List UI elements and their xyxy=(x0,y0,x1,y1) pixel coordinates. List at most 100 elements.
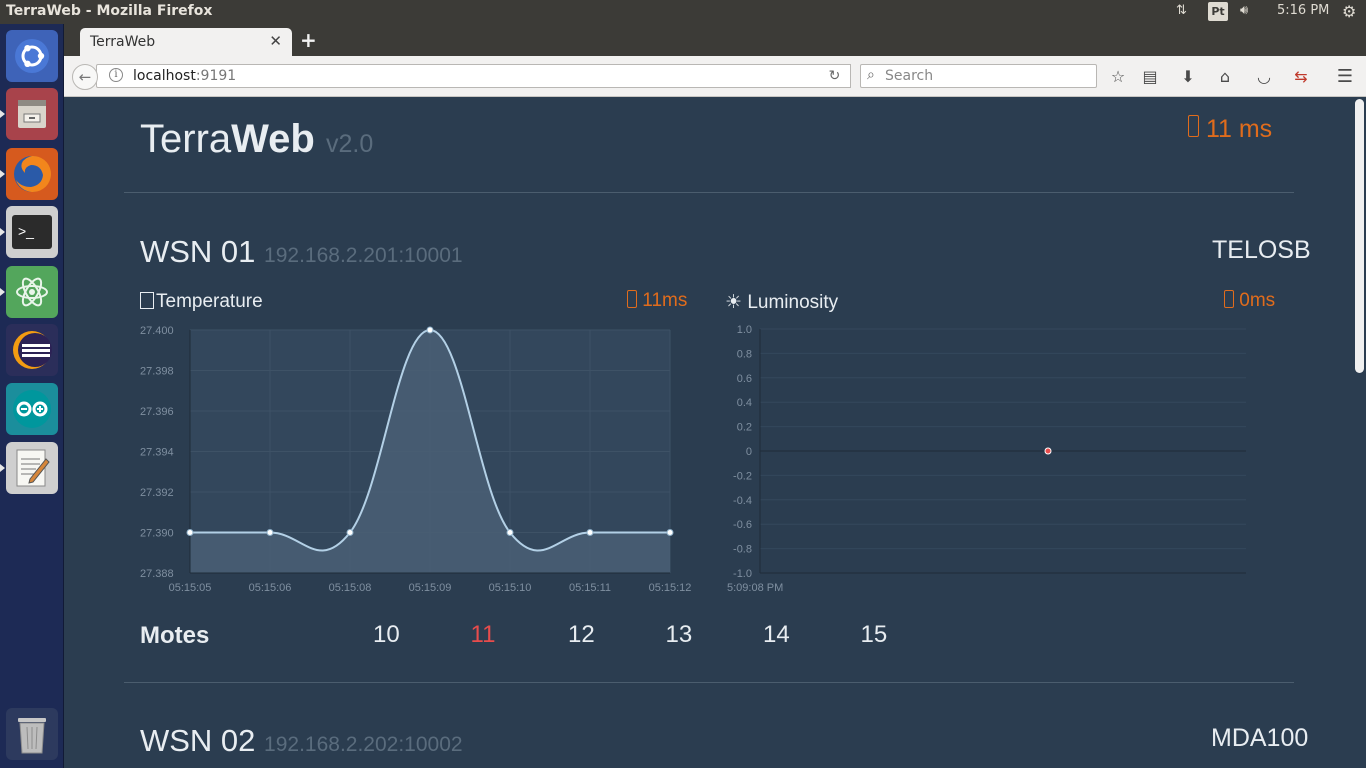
x-tick-label: 05:15:11 xyxy=(569,582,611,594)
x-tick-label: 05:15:09 xyxy=(409,582,452,594)
wsn-address: 192.168.2.202:10002 xyxy=(264,733,463,756)
clock[interactable]: 5:16 PM xyxy=(1277,3,1330,18)
x-tick-label: 05:15:12 xyxy=(649,582,692,594)
phone-icon xyxy=(1224,290,1234,308)
running-indicator xyxy=(0,464,5,472)
y-tick-label: 0.6 xyxy=(737,373,752,385)
divider xyxy=(124,192,1294,193)
data-point xyxy=(586,529,594,536)
area-fill xyxy=(190,330,670,573)
keyboard-layout-indicator[interactable]: Pt xyxy=(1208,2,1228,21)
search-icon: ⌕ xyxy=(867,67,875,83)
sun-icon: ☀ xyxy=(725,292,743,313)
data-point xyxy=(266,529,274,536)
app-version: v2.0 xyxy=(325,130,374,158)
divider xyxy=(124,682,1294,683)
temperature-latency: 11ms xyxy=(627,290,687,312)
y-tick-label: -0.4 xyxy=(733,495,752,507)
temperature-chart-title: Temperature xyxy=(140,291,263,313)
svg-text:>_: >_ xyxy=(18,223,34,239)
data-point xyxy=(666,529,674,536)
y-tick-label: 0.4 xyxy=(737,397,752,409)
x-tick-label: 05:15:08 xyxy=(329,582,372,594)
eclipse-icon[interactable] xyxy=(6,324,58,376)
downloads-icon[interactable]: ⬇ xyxy=(1181,67,1195,86)
wsn-address: 192.168.2.201:10001 xyxy=(264,244,463,267)
browser-navbar: i localhost:9191 ← ↻ ⌕ Search ☆ ▤ ⬇ ⌂ ◡ … xyxy=(64,56,1366,97)
phone-icon xyxy=(627,290,637,308)
browser-tab[interactable]: TerraWeb ✕ xyxy=(80,28,292,56)
x-tick-label: 5:09:08 PM xyxy=(727,582,783,594)
y-tick-label: 0 xyxy=(746,446,752,458)
luminosity-chart: 1.0 0.8 0.6 0.4 0.2 0 -0.2 -0.4 -0.6 -0.8 -1.0 5:09… xyxy=(727,324,1246,594)
running-indicator xyxy=(0,288,5,296)
y-tick-label: 27.398 xyxy=(140,366,174,378)
pocket-icon[interactable]: ◡ xyxy=(1257,67,1271,86)
search-input[interactable]: ⌕ Search xyxy=(860,64,1097,88)
site-info-icon[interactable]: i xyxy=(109,68,123,82)
mote-10[interactable]: 10 xyxy=(373,621,400,648)
mote-12[interactable]: 12 xyxy=(568,621,595,648)
mote-14[interactable]: 14 xyxy=(763,621,790,648)
system-top-bar: TerraWeb - Mozilla Firefox ⇅ Pt 🔊︎ 5:16 … xyxy=(0,0,1366,24)
mote-13[interactable]: 13 xyxy=(665,621,693,648)
home-icon[interactable]: ⌂ xyxy=(1219,67,1231,86)
x-tick-label: 05:15:10 xyxy=(489,582,532,594)
wsn-title: WSN 02 192.168.2.202:10002 xyxy=(140,723,463,758)
x-tick-label: 05:15:06 xyxy=(249,582,292,594)
y-tick-label: -1.0 xyxy=(733,568,752,580)
url-bar[interactable]: i localhost:9191 xyxy=(96,64,851,88)
y-tick-label: 27.396 xyxy=(140,406,174,418)
reload-button[interactable]: ↻ xyxy=(819,64,851,88)
running-indicator xyxy=(0,110,5,118)
y-tick-label: 0.2 xyxy=(737,422,752,434)
new-tab-button[interactable]: + xyxy=(300,28,317,52)
ubuntu-dash-icon[interactable] xyxy=(6,30,58,82)
data-point xyxy=(346,529,354,536)
window-title: TerraWeb - Mozilla Firefox xyxy=(6,3,213,19)
y-tick-label: -0.6 xyxy=(733,519,752,531)
volume-icon[interactable]: 🔊︎ xyxy=(1240,3,1249,18)
menu-icon[interactable]: ☰ xyxy=(1336,66,1354,87)
sync-extension-icon[interactable]: ⇆ xyxy=(1294,67,1308,86)
wsn-title: WSN 01 192.168.2.201:10001 xyxy=(140,234,463,269)
y-tick-label: 27.400 xyxy=(140,325,174,337)
board-type: MDA100 xyxy=(1211,724,1309,752)
page-scrollbar[interactable] xyxy=(1353,97,1366,768)
global-latency: 11 ms xyxy=(1188,115,1272,144)
data-point xyxy=(186,529,194,536)
phone-icon xyxy=(1188,115,1199,137)
y-tick-label: 27.388 xyxy=(140,568,174,580)
settings-gear-icon[interactable]: ⚙ xyxy=(1342,2,1357,21)
y-tick-label: 1.0 xyxy=(737,324,752,336)
back-button[interactable]: ← xyxy=(72,64,98,90)
reading-list-icon[interactable]: ▤ xyxy=(1142,67,1158,86)
mote-11[interactable]: 11 xyxy=(470,621,496,648)
files-icon[interactable] xyxy=(6,88,58,140)
temperature-chart: 27.400 27.398 27.396 27.394 27.392 27.390 27.3… xyxy=(140,325,692,594)
thermometer-icon xyxy=(140,292,154,309)
tab-title: TerraWeb xyxy=(90,34,156,50)
mote-15[interactable]: 15 xyxy=(860,621,888,648)
bookmark-star-icon[interactable]: ☆ xyxy=(1110,67,1126,86)
arduino-icon[interactable] xyxy=(6,383,58,435)
atom-editor-icon[interactable] xyxy=(6,266,58,318)
trash-icon[interactable] xyxy=(6,708,58,760)
y-tick-label: 27.394 xyxy=(140,447,174,459)
browser-tab-strip: TerraWeb ✕ + xyxy=(64,24,1366,56)
x-tick-label: 05:15:05 xyxy=(169,582,212,594)
data-point xyxy=(426,326,434,334)
text-editor-icon[interactable] xyxy=(6,442,58,494)
app-brand: TerraWeb v2.0 xyxy=(140,117,374,161)
launcher: >_ xyxy=(0,24,64,768)
close-tab-icon[interactable]: ✕ xyxy=(269,32,282,50)
y-tick-label: -0.2 xyxy=(733,470,752,482)
scrollbar-thumb[interactable] xyxy=(1355,99,1364,373)
terminal-icon[interactable]: >_ xyxy=(6,206,58,258)
firefox-icon[interactable] xyxy=(6,148,58,200)
running-indicator xyxy=(0,228,5,236)
luminosity-chart-title: ☀ Luminosity xyxy=(725,292,839,313)
running-indicator xyxy=(0,170,5,178)
y-tick-label: 27.390 xyxy=(140,528,174,540)
network-icon[interactable]: ⇅ xyxy=(1176,3,1187,18)
